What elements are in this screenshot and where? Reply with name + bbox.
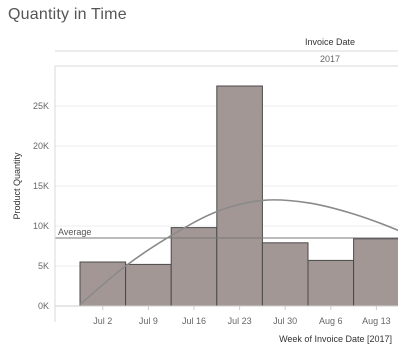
x-tick-label: Jul 2 bbox=[93, 316, 112, 326]
y-axis-title: Product Quantity bbox=[12, 152, 22, 220]
bar-jul-23[interactable] bbox=[216, 85, 263, 307]
x-tick-label: Jul 16 bbox=[182, 316, 206, 326]
labels: Invoice Date 2017 0K 5K 10K 15K 20K 25K Jul 2 Jul… bbox=[12, 37, 398, 344]
average-reference-label: Average bbox=[58, 227, 91, 237]
bar-aug-13[interactable] bbox=[353, 238, 398, 307]
x-axis-title: Week of Invoice Date [2017] bbox=[279, 334, 392, 344]
x-tick-label: Aug 6 bbox=[319, 316, 343, 326]
y-tick-label: 20K bbox=[33, 141, 49, 151]
axes bbox=[54, 66, 398, 322]
x-tick-label: Jul 30 bbox=[273, 316, 297, 326]
y-tick-label: 10K bbox=[33, 221, 49, 231]
y-tick-label: 5K bbox=[38, 261, 49, 271]
trend-line[interactable] bbox=[79, 199, 398, 306]
reference-line-group: Average bbox=[55, 227, 398, 239]
bar-jul-16[interactable] bbox=[170, 227, 218, 307]
bar-jul-9[interactable] bbox=[125, 263, 172, 307]
bar-aug-6[interactable] bbox=[307, 259, 355, 307]
column-header-field: Invoice Date bbox=[305, 37, 355, 47]
bar-jul-30[interactable] bbox=[261, 242, 309, 307]
y-tick-label: 25K bbox=[33, 101, 49, 111]
x-tick-label: Aug 13 bbox=[362, 316, 391, 326]
column-header-value: 2017 bbox=[320, 54, 340, 64]
y-tick-label: 15K bbox=[33, 181, 49, 191]
x-tick-label: Jul 9 bbox=[139, 316, 158, 326]
trend-line-group bbox=[79, 199, 398, 306]
y-tick-label: 0K bbox=[38, 301, 49, 311]
bars bbox=[79, 85, 398, 307]
x-tick-label: Jul 23 bbox=[228, 316, 252, 326]
chart-title: Quantity in Time bbox=[8, 6, 127, 23]
